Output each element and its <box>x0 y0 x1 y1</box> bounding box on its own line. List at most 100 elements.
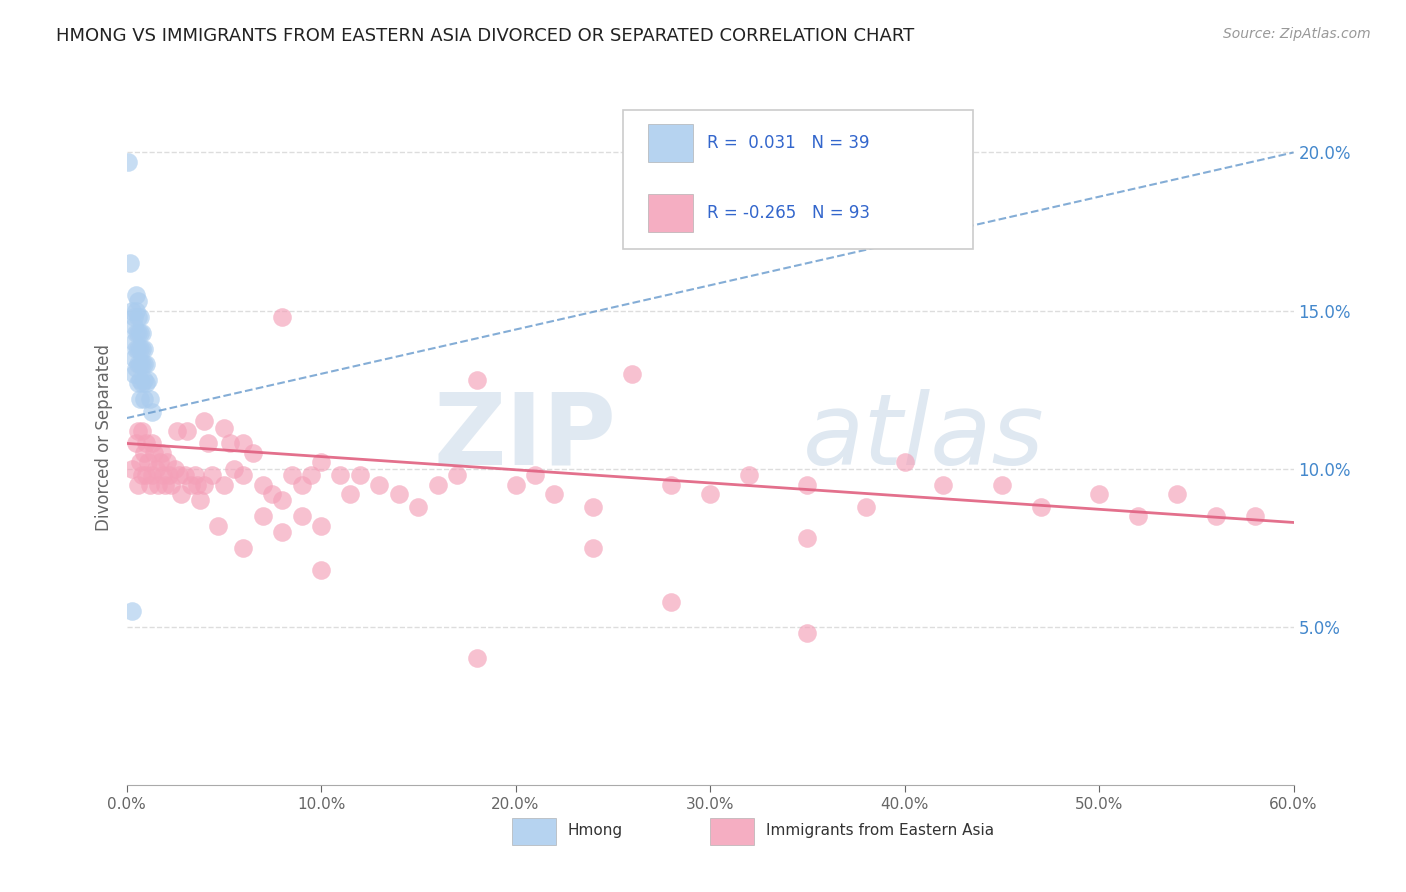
Point <box>523 468 546 483</box>
Point <box>121 604 143 618</box>
Point <box>242 446 264 460</box>
Point <box>129 392 152 406</box>
Point <box>142 446 165 460</box>
Point <box>796 626 818 640</box>
Point <box>232 541 254 555</box>
Point <box>124 335 146 350</box>
Point <box>165 461 187 475</box>
Point <box>932 477 955 491</box>
Point <box>426 477 449 491</box>
Text: Hmong: Hmong <box>568 822 623 838</box>
Point <box>659 477 682 491</box>
Point <box>127 376 149 391</box>
FancyBboxPatch shape <box>710 818 755 846</box>
Point <box>290 477 312 491</box>
Point <box>120 256 142 270</box>
Point <box>309 518 332 533</box>
Point <box>232 468 254 483</box>
Point <box>543 487 565 501</box>
Point <box>149 455 172 469</box>
Point <box>290 509 312 524</box>
Point <box>212 420 235 434</box>
Point <box>299 468 322 483</box>
Point <box>505 477 527 491</box>
Point <box>141 468 163 483</box>
Point <box>582 500 605 514</box>
Text: R = -0.265   N = 93: R = -0.265 N = 93 <box>707 203 869 222</box>
Point <box>281 468 304 483</box>
Point <box>139 392 162 406</box>
Point <box>125 436 148 450</box>
Point <box>145 461 167 475</box>
Text: ZIP: ZIP <box>434 389 617 485</box>
Point <box>124 351 146 365</box>
Text: Source: ZipAtlas.com: Source: ZipAtlas.com <box>1223 27 1371 41</box>
Point <box>167 468 190 483</box>
Point <box>135 376 157 391</box>
Point <box>117 155 139 169</box>
Point <box>135 468 157 483</box>
Point <box>1088 487 1111 501</box>
Point <box>152 468 174 483</box>
Point <box>388 487 411 501</box>
Point <box>127 424 149 438</box>
Point <box>141 436 163 450</box>
Point <box>186 477 208 491</box>
Point <box>132 342 155 356</box>
Point <box>125 326 148 340</box>
FancyBboxPatch shape <box>648 124 693 162</box>
Point <box>139 477 162 491</box>
Point <box>252 477 274 491</box>
Point <box>127 294 149 309</box>
Point <box>125 360 148 375</box>
Point <box>197 436 219 450</box>
Text: R =  0.031   N = 39: R = 0.031 N = 39 <box>707 134 869 153</box>
Point <box>121 461 143 475</box>
Point <box>262 487 284 501</box>
Text: atlas: atlas <box>803 389 1045 485</box>
Point <box>855 500 877 514</box>
Point <box>582 541 605 555</box>
Point <box>699 487 721 501</box>
Point <box>193 414 215 428</box>
Point <box>129 357 152 371</box>
Point <box>212 477 235 491</box>
Point <box>180 477 202 491</box>
Point <box>183 468 205 483</box>
Point <box>222 461 245 475</box>
Point <box>796 531 818 545</box>
Point <box>1243 509 1265 524</box>
Point <box>124 367 146 381</box>
Point <box>132 357 155 371</box>
Point <box>131 357 153 371</box>
Point <box>136 455 159 469</box>
Point <box>131 424 153 438</box>
Point <box>166 424 188 438</box>
Point <box>131 326 153 340</box>
Point <box>121 303 143 318</box>
Point <box>124 310 146 324</box>
Point <box>309 455 332 469</box>
Point <box>193 477 215 491</box>
Point <box>127 357 149 371</box>
Point <box>271 310 294 324</box>
Point <box>125 303 148 318</box>
Point <box>368 477 391 491</box>
Point <box>127 477 149 491</box>
Point <box>157 468 180 483</box>
FancyBboxPatch shape <box>623 110 973 249</box>
Point <box>124 319 146 334</box>
Point <box>190 493 212 508</box>
Point <box>129 373 152 387</box>
Point <box>141 405 163 419</box>
Point <box>1029 500 1052 514</box>
Point <box>621 367 644 381</box>
Point <box>160 477 183 491</box>
Point <box>349 468 371 483</box>
Point <box>129 342 152 356</box>
Point <box>127 342 149 356</box>
Point <box>131 468 153 483</box>
Point <box>132 373 155 387</box>
Point <box>446 468 468 483</box>
Point <box>218 436 240 450</box>
